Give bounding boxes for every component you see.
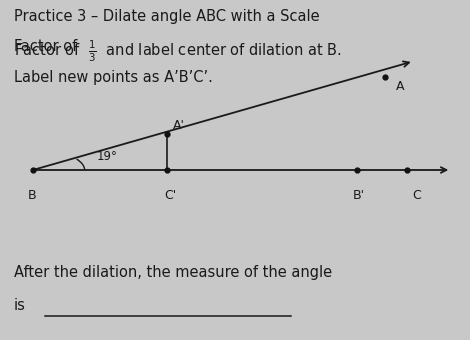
- Text: Factor of  $\frac{1}{3}$  and label center of dilation at B.: Factor of $\frac{1}{3}$ and label center…: [14, 39, 342, 65]
- Text: is: is: [14, 298, 26, 312]
- Text: C: C: [412, 189, 421, 202]
- Text: C': C': [164, 189, 177, 202]
- Text: A: A: [396, 80, 404, 93]
- Text: 19°: 19°: [96, 150, 117, 163]
- Text: Practice 3 – Dilate angle ABC with a Scale: Practice 3 – Dilate angle ABC with a Sca…: [14, 8, 320, 23]
- Text: B: B: [28, 189, 37, 202]
- Text: A': A': [172, 119, 185, 132]
- Text: B': B': [352, 189, 365, 202]
- Text: After the dilation, the measure of the angle: After the dilation, the measure of the a…: [14, 265, 332, 280]
- Text: Factor of: Factor of: [14, 39, 86, 54]
- Text: Label new points as A’B’C’.: Label new points as A’B’C’.: [14, 70, 213, 85]
